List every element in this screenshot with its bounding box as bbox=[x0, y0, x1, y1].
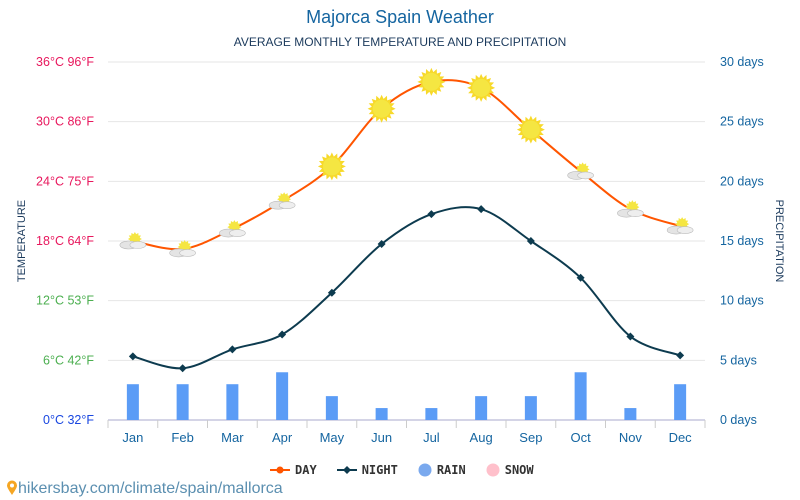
rain-bar bbox=[226, 384, 239, 420]
source-link[interactable]: hikersbay.com/climate/spain/mallorca bbox=[6, 480, 283, 498]
left-axis-label: TEMPERATURE bbox=[16, 200, 28, 282]
x-tick-label: Jun bbox=[371, 430, 392, 445]
sun-disc bbox=[521, 120, 540, 139]
cloud bbox=[577, 171, 594, 180]
partly-cloudy-icon bbox=[169, 239, 196, 258]
legend-night-label: NIGHT bbox=[361, 463, 398, 477]
sun-disc bbox=[422, 72, 441, 91]
sun-icon bbox=[317, 152, 346, 181]
rain-bar bbox=[674, 384, 687, 420]
cloud bbox=[676, 226, 694, 234]
chart-title: Majorca Spain Weather bbox=[306, 7, 494, 27]
cloud bbox=[129, 241, 147, 249]
night-point bbox=[178, 364, 187, 373]
legend-rain-label: RAIN bbox=[436, 463, 466, 477]
left-tick-label: 0°C 32°F bbox=[43, 413, 94, 427]
legend-night[interactable]: NIGHT bbox=[336, 463, 398, 477]
rain-bar bbox=[325, 396, 338, 420]
left-tick-label: 18°C 64°F bbox=[36, 234, 94, 248]
cloud bbox=[229, 229, 246, 237]
x-tick-label: Dec bbox=[669, 430, 693, 445]
x-tick-label: Feb bbox=[171, 430, 193, 445]
night-point bbox=[477, 205, 486, 214]
right-tick-label: 5 days bbox=[720, 353, 757, 367]
night-point bbox=[228, 345, 237, 354]
left-tick-label: 36°C 96°F bbox=[36, 55, 94, 69]
right-tick-label: 15 days bbox=[720, 234, 764, 248]
rain-bar bbox=[524, 396, 537, 420]
rain-bar bbox=[574, 372, 587, 420]
sun-icon bbox=[417, 67, 446, 96]
partly-cloudy-icon bbox=[119, 232, 147, 250]
night-point bbox=[626, 332, 635, 341]
x-tick-label: Oct bbox=[571, 430, 592, 445]
left-tick-label: 12°C 53°F bbox=[36, 294, 94, 308]
x-tick-label: Nov bbox=[619, 430, 643, 445]
sun-icon bbox=[467, 73, 496, 102]
x-tick-label: Mar bbox=[221, 430, 244, 445]
legend-day-label: DAY bbox=[295, 463, 317, 477]
night-point bbox=[576, 273, 585, 282]
x-tick-label: May bbox=[320, 430, 345, 445]
night-point bbox=[278, 330, 287, 339]
x-tick-label: Apr bbox=[272, 430, 293, 445]
sun-icon bbox=[516, 115, 545, 144]
partly-cloudy-icon bbox=[617, 200, 644, 218]
night-point bbox=[327, 288, 336, 297]
right-tick-label: 30 days bbox=[720, 55, 764, 69]
chart-plot: 0°C 32°F 0 days 6°C 42°F 5 days 12°C 53°F 10 … bbox=[16, 55, 785, 445]
chart-subtitle: AVERAGE MONTHLY TEMPERATURE AND PRECIPIT… bbox=[233, 35, 567, 49]
legend-day[interactable]: DAY bbox=[270, 463, 317, 477]
night-point bbox=[526, 237, 535, 245]
partly-cloudy-icon bbox=[666, 217, 694, 235]
x-tick-label: Sep bbox=[519, 430, 542, 445]
rain-dot-icon bbox=[418, 463, 432, 477]
left-tick-label: 6°C 42°F bbox=[43, 353, 94, 367]
partly-cloudy-icon bbox=[268, 192, 296, 210]
rain-bar bbox=[425, 408, 438, 420]
cloud bbox=[627, 209, 644, 217]
x-tick-label: Jul bbox=[423, 430, 440, 445]
night-line-icon bbox=[336, 466, 357, 474]
night-line bbox=[132, 206, 681, 370]
day-line bbox=[132, 79, 681, 251]
night-point bbox=[377, 239, 386, 248]
right-tick-label: 0 days bbox=[720, 413, 757, 427]
legend-snow-label: SNOW bbox=[504, 463, 534, 477]
rain-bar bbox=[375, 408, 388, 420]
left-tick-label: 24°C 75°F bbox=[36, 174, 94, 188]
legend-snow[interactable]: SNOW bbox=[486, 463, 534, 477]
sun-disc bbox=[322, 157, 341, 176]
legend-rain[interactable]: RAIN bbox=[418, 463, 466, 477]
right-tick-label: 10 days bbox=[720, 294, 764, 308]
day-line-icon bbox=[270, 466, 290, 474]
legend: DAY NIGHT RAIN SNOW bbox=[270, 463, 534, 477]
left-tick-label: 30°C 86°F bbox=[36, 115, 94, 129]
right-tick-label: 20 days bbox=[720, 174, 764, 188]
rain-bar bbox=[276, 372, 289, 420]
rain-bar bbox=[624, 408, 637, 420]
night-point bbox=[427, 210, 436, 219]
night-point bbox=[128, 352, 137, 361]
x-tick-label: Jan bbox=[122, 430, 143, 445]
sun-icon bbox=[367, 94, 396, 123]
cloud bbox=[179, 249, 196, 257]
partly-cloudy-icon bbox=[567, 162, 594, 180]
right-tick-label: 25 days bbox=[720, 115, 764, 129]
sun-disc bbox=[372, 99, 391, 118]
rain-bar bbox=[126, 384, 139, 420]
cloud bbox=[278, 201, 296, 210]
partly-cloudy-icon bbox=[219, 220, 246, 238]
rain-bar bbox=[176, 384, 189, 420]
map-pin-icon bbox=[7, 480, 17, 495]
night-point bbox=[676, 351, 685, 360]
snow-dot-icon bbox=[486, 463, 500, 477]
x-tick-label: Aug bbox=[470, 430, 493, 445]
sun-disc bbox=[472, 78, 491, 97]
rain-bar bbox=[475, 396, 488, 420]
right-axis-label: PRECIPITATION bbox=[773, 200, 785, 283]
source-url: hikersbay.com/climate/spain/mallorca bbox=[18, 480, 283, 497]
